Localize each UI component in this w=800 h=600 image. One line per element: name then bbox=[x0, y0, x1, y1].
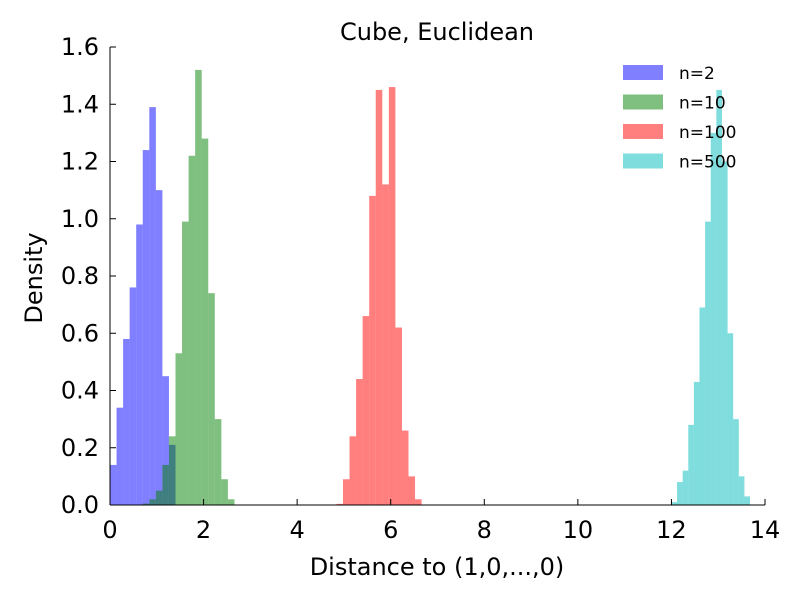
histogram-bar bbox=[342, 479, 350, 505]
histogram-bar bbox=[738, 476, 745, 505]
histogram-bar bbox=[142, 503, 150, 505]
histogram-bar bbox=[116, 407, 124, 505]
histogram-bar bbox=[155, 490, 163, 505]
x-tick-label: 2 bbox=[196, 516, 211, 544]
series-n=2 bbox=[110, 107, 176, 506]
histogram-bar bbox=[188, 155, 196, 505]
x-tick-label: 0 bbox=[102, 516, 117, 544]
x-tick-label: 12 bbox=[656, 516, 687, 544]
histogram-bar bbox=[162, 376, 169, 505]
histogram-bar bbox=[123, 338, 130, 505]
legend-swatch bbox=[623, 65, 663, 80]
legend: n=2 n=10 n=100 n=500 bbox=[623, 64, 736, 173]
legend-swatch bbox=[623, 153, 663, 169]
histogram-bar bbox=[369, 195, 376, 505]
histogram-bar bbox=[168, 436, 176, 505]
x-tick-label: 4 bbox=[290, 516, 305, 544]
y-tick-label: 1.0 bbox=[61, 205, 99, 233]
y-tick-label: 1.2 bbox=[61, 148, 99, 176]
histogram-bar bbox=[227, 499, 235, 505]
histogram-bar bbox=[705, 221, 711, 506]
histogram-bar bbox=[415, 499, 422, 505]
histogram-bar bbox=[336, 503, 343, 505]
histogram-bar bbox=[136, 224, 143, 505]
x-axis-label: Distance to (1,0,...,0) bbox=[310, 553, 565, 581]
x-tick-label: 6 bbox=[383, 516, 398, 544]
histogram-bar bbox=[677, 482, 683, 505]
histogram-bar bbox=[733, 419, 739, 505]
histogram-bar bbox=[201, 138, 209, 505]
x-tick-label: 10 bbox=[563, 516, 594, 544]
y-tick-label: 0.8 bbox=[61, 262, 99, 290]
histogram-bar bbox=[175, 353, 183, 505]
y-tick-label: 0.4 bbox=[61, 377, 99, 405]
histogram-bar bbox=[208, 293, 215, 505]
histogram-bar bbox=[195, 69, 202, 506]
histogram-bar bbox=[716, 89, 722, 505]
legend-label: n=2 bbox=[679, 64, 715, 84]
y-tick-label: 1.6 bbox=[61, 33, 99, 61]
histogram-bar bbox=[214, 419, 222, 505]
histogram-bar bbox=[408, 476, 416, 505]
histogram-bar bbox=[110, 464, 117, 505]
bars-layer bbox=[110, 69, 751, 506]
y-axis-label: Density bbox=[20, 232, 48, 323]
histogram-bar bbox=[356, 379, 363, 505]
series-n=100 bbox=[336, 87, 422, 505]
chart-title: Cube, Euclidean bbox=[340, 18, 534, 46]
histogram-bar bbox=[693, 381, 700, 505]
legend-swatch bbox=[623, 94, 663, 110]
ticks-layer: 0 2 4 6 8 10 12 14 0.0 0.2 0.4 0.6 0.8 1.0 1.2 1.4 1.6 bbox=[61, 33, 780, 544]
series-n=10 bbox=[142, 69, 235, 506]
histogram-bar bbox=[688, 424, 694, 505]
x-tick-label: 8 bbox=[477, 516, 492, 544]
histogram-bar bbox=[129, 287, 137, 505]
histogram-bar bbox=[221, 479, 228, 505]
y-tick-label: 0.6 bbox=[61, 319, 99, 347]
histogram-bar bbox=[142, 150, 150, 506]
histogram-bar bbox=[149, 499, 156, 505]
histogram-bar bbox=[682, 470, 689, 505]
histogram-bar bbox=[395, 327, 402, 505]
legend-label: n=10 bbox=[679, 94, 726, 114]
histogram-bar bbox=[744, 496, 751, 505]
histogram-bar bbox=[382, 184, 389, 505]
histogram-bar bbox=[699, 307, 706, 505]
y-tick-label: 0.0 bbox=[61, 491, 99, 519]
legend-label: n=100 bbox=[679, 123, 736, 143]
histogram-bar bbox=[375, 89, 383, 505]
histogram-bar bbox=[182, 221, 189, 506]
legend-swatch bbox=[623, 124, 663, 139]
y-tick-label: 0.2 bbox=[61, 434, 99, 462]
histogram-bar bbox=[727, 333, 734, 505]
y-tick-label: 1.4 bbox=[61, 90, 99, 118]
histogram-bar bbox=[388, 87, 396, 505]
histogram-bar bbox=[149, 107, 156, 506]
x-tick-label: 14 bbox=[750, 516, 781, 544]
histogram-bar bbox=[155, 190, 163, 505]
histogram-bar bbox=[671, 502, 678, 505]
histogram-bar bbox=[721, 161, 728, 505]
series-n=500 bbox=[671, 89, 751, 506]
histogram-bar bbox=[710, 132, 717, 505]
histogram-bar bbox=[162, 464, 169, 505]
histogram-bar bbox=[362, 316, 370, 505]
histogram-bar bbox=[401, 430, 409, 505]
legend-label: n=500 bbox=[679, 153, 736, 173]
histogram-bar bbox=[349, 436, 357, 505]
